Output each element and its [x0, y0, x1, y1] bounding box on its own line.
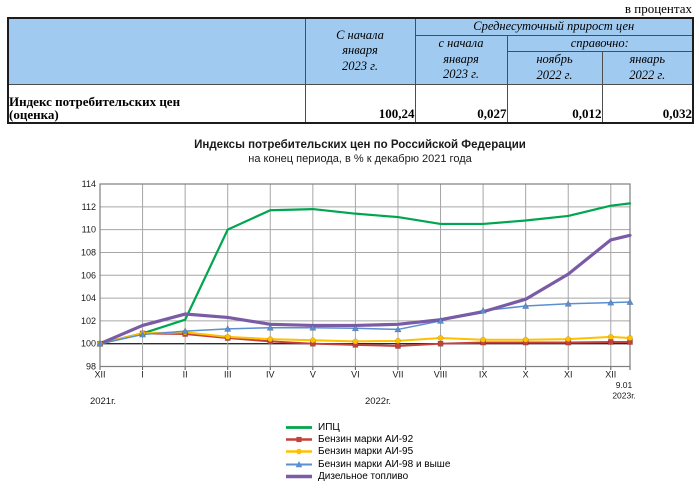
svg-text:9.01: 9.01: [616, 380, 633, 390]
legend-label: ИПЦ: [318, 421, 340, 433]
table-corner-cell: [7, 17, 306, 85]
legend-item: ИПЦ: [286, 421, 450, 433]
cpi-jan-2022-value: 0,032: [601, 83, 694, 124]
header-avg-since-jan-2023: с начала января 2023 г.: [414, 34, 508, 85]
svg-text:2022г.: 2022г.: [365, 396, 391, 407]
svg-text:VI: VI: [351, 370, 360, 380]
legend-label: Дизельное топливо: [318, 471, 409, 483]
header-avg-daily-growth: Среднесуточный прирост цен: [414, 17, 694, 36]
svg-text:V: V: [310, 370, 316, 380]
legend-swatch-icon: [286, 460, 312, 468]
svg-text:VIII: VIII: [434, 370, 448, 380]
chart-legend: ИПЦ Бензин марки АИ-92 Бензин марки АИ-95 Б…: [286, 421, 450, 483]
svg-text:108: 108: [81, 247, 96, 257]
legend-item: Бензин марки АИ-92: [286, 433, 450, 445]
svg-text:110: 110: [82, 225, 96, 235]
svg-text:III: III: [224, 370, 232, 380]
chart-subtitle: на конец периода, в % к декабрю 2021 год…: [248, 153, 472, 165]
cpi-avg-since-jan-value: 0,027: [414, 83, 508, 124]
svg-text:II: II: [183, 370, 188, 380]
units-label: в процентах: [624, 1, 692, 16]
svg-text:98: 98: [86, 362, 96, 372]
table-row: Индекс потребительских цен (оценка) 100,…: [7, 83, 694, 124]
svg-text:I: I: [141, 370, 144, 380]
cpi-since-jan-value: 100,24: [304, 83, 416, 124]
row-label-cpi: Индекс потребительских цен (оценка): [7, 83, 306, 124]
svg-text:IV: IV: [266, 370, 275, 380]
legend-item: Бензин марки АИ-98 и выше: [286, 458, 450, 470]
svg-text:100: 100: [81, 339, 96, 349]
svg-text:102: 102: [81, 316, 96, 326]
svg-text:VII: VII: [392, 370, 403, 380]
cpi-nov-2022-value: 0,012: [506, 83, 603, 124]
legend-item: Бензин марки АИ-95: [286, 446, 450, 458]
chart-title: Индексы потребительских цен по Российско…: [194, 139, 526, 151]
price-summary-table: С начала января 2023 г. Среднесуточный п…: [7, 17, 694, 124]
header-jan-2022: январь 2022 г.: [601, 51, 694, 85]
svg-text:2021г.: 2021г.: [90, 396, 116, 407]
svg-text:X: X: [523, 370, 529, 380]
legend-swatch-icon: [286, 449, 312, 455]
legend-swatch-icon: [286, 425, 312, 429]
svg-text:IX: IX: [479, 370, 488, 380]
svg-text:112: 112: [82, 202, 96, 212]
legend-label: Бензин марки АИ-98 и выше: [318, 458, 451, 470]
svg-text:104: 104: [81, 293, 96, 303]
header-nov-2022: ноябрь 2022 г.: [506, 51, 603, 85]
legend-item: Дизельное топливо: [286, 471, 450, 483]
svg-text:2023г.: 2023г.: [612, 391, 635, 401]
svg-text:114: 114: [82, 179, 96, 189]
legend-swatch-icon: [286, 475, 312, 479]
svg-text:XII: XII: [94, 370, 105, 380]
svg-text:106: 106: [81, 270, 96, 280]
svg-text:XII: XII: [605, 370, 616, 380]
legend-swatch-icon: [286, 436, 312, 443]
svg-text:XI: XI: [564, 370, 573, 380]
legend-label: Бензин марки АИ-95: [318, 446, 414, 458]
legend-label: Бензин марки АИ-92: [318, 434, 414, 446]
header-reference: справочно:: [506, 34, 694, 53]
